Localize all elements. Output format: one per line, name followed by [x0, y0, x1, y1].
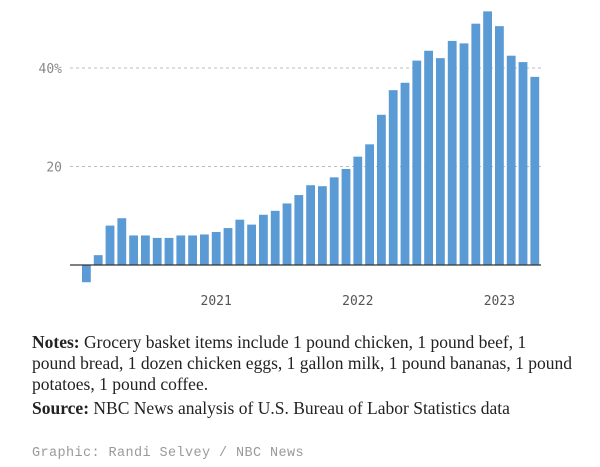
bar [294, 195, 304, 265]
bars [82, 11, 540, 283]
bar [235, 219, 245, 265]
source: Source: NBC News analysis of U.S. Bureau… [32, 398, 572, 419]
bar [388, 90, 398, 265]
bar [176, 235, 186, 265]
bar [93, 255, 103, 265]
y-tick-label: 20 [46, 161, 62, 176]
bar [400, 82, 410, 266]
notes: Notes: Grocery basket items include 1 po… [32, 332, 572, 395]
bar [188, 235, 197, 265]
bar [518, 62, 528, 266]
bar [341, 168, 351, 265]
bar [200, 234, 209, 265]
bar [424, 50, 433, 266]
bar [282, 203, 292, 265]
bar-chart: 20 40% 2021 2022 2023 [39, 11, 541, 309]
bar [353, 156, 363, 265]
y-tick-label: 40% [39, 62, 63, 77]
source-label: Source: [32, 398, 90, 418]
bar [436, 58, 445, 266]
x-tick-labels: 2021 2022 2023 [201, 294, 516, 309]
notes-text: Grocery basket items include 1 pound chi… [32, 332, 572, 394]
bar [318, 186, 327, 265]
x-tick-label: 2022 [342, 294, 373, 309]
bar [447, 40, 457, 265]
x-tick-label: 2021 [201, 294, 232, 309]
bar [377, 114, 386, 265]
chart: 20 40% 2021 2022 2023 [39, 11, 541, 309]
bar [506, 55, 516, 265]
bar [164, 237, 174, 265]
y-tick-labels: 20 40% [39, 62, 63, 176]
bar [211, 232, 221, 265]
bar [412, 60, 422, 265]
notes-label: Notes: [32, 332, 80, 352]
bar [459, 43, 469, 265]
bar [82, 265, 91, 283]
bar [223, 228, 233, 265]
x-tick-label: 2023 [484, 294, 515, 309]
gridlines [70, 67, 541, 167]
bar [471, 23, 481, 265]
bar [530, 76, 540, 266]
bar [117, 218, 127, 265]
bar [495, 26, 504, 266]
bar [329, 177, 339, 265]
bar [259, 214, 268, 265]
bar [483, 11, 492, 265]
bar [365, 144, 374, 265]
bar [105, 225, 115, 265]
bar [247, 224, 256, 265]
source-text: NBC News analysis of U.S. Bureau of Labo… [89, 398, 510, 418]
bar [141, 235, 150, 265]
graphic-credit: Graphic: Randi Selvey / NBC News [32, 446, 305, 461]
bar [129, 235, 138, 265]
bar [306, 185, 315, 265]
bar [152, 237, 162, 265]
bar [270, 210, 280, 265]
